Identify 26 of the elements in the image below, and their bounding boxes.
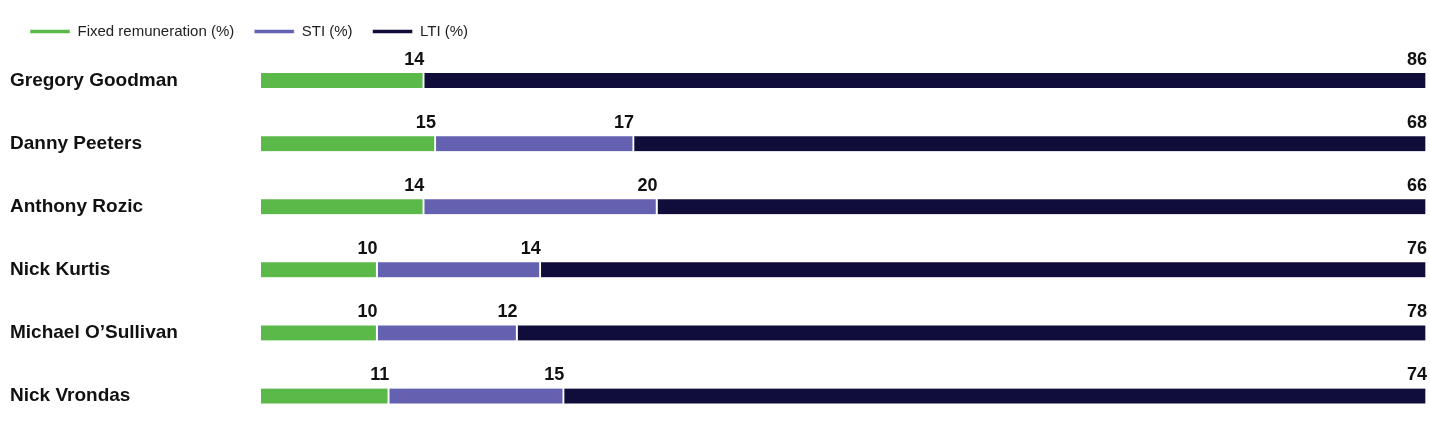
y-tick-label: Danny Peeters bbox=[10, 131, 143, 153]
data-label: 11 bbox=[370, 364, 390, 385]
data-label: 20 bbox=[637, 174, 658, 195]
data-label: 10 bbox=[357, 300, 378, 321]
data-label: 86 bbox=[1406, 48, 1427, 69]
legend-label: STI (%) bbox=[301, 21, 353, 39]
data-label: 66 bbox=[1406, 174, 1427, 195]
data-label: 14 bbox=[404, 174, 425, 195]
y-tick-label: Anthony Rozic bbox=[10, 194, 144, 216]
data-label: 15 bbox=[415, 111, 436, 132]
data-label: 10 bbox=[357, 237, 378, 258]
data-label: 14 bbox=[520, 237, 541, 258]
y-tick-label: Michael O’Sullivan bbox=[10, 321, 178, 343]
legend-label: LTI (%) bbox=[420, 21, 469, 39]
legend-label: Fixed remuneration (%) bbox=[77, 21, 235, 39]
y-tick-label: Gregory Goodman bbox=[10, 68, 178, 90]
data-label: 78 bbox=[1406, 300, 1427, 321]
data-label: 15 bbox=[544, 364, 565, 385]
data-label: 68 bbox=[1406, 111, 1427, 132]
data-label: 17 bbox=[614, 111, 635, 132]
y-tick-label: Nick Vrondas bbox=[10, 384, 131, 406]
y-tick-label: Nick Kurtis bbox=[10, 258, 111, 280]
data-label: 76 bbox=[1406, 237, 1427, 258]
data-label: 74 bbox=[1406, 364, 1427, 385]
data-label: 12 bbox=[497, 300, 518, 321]
data-label: 14 bbox=[404, 48, 425, 69]
